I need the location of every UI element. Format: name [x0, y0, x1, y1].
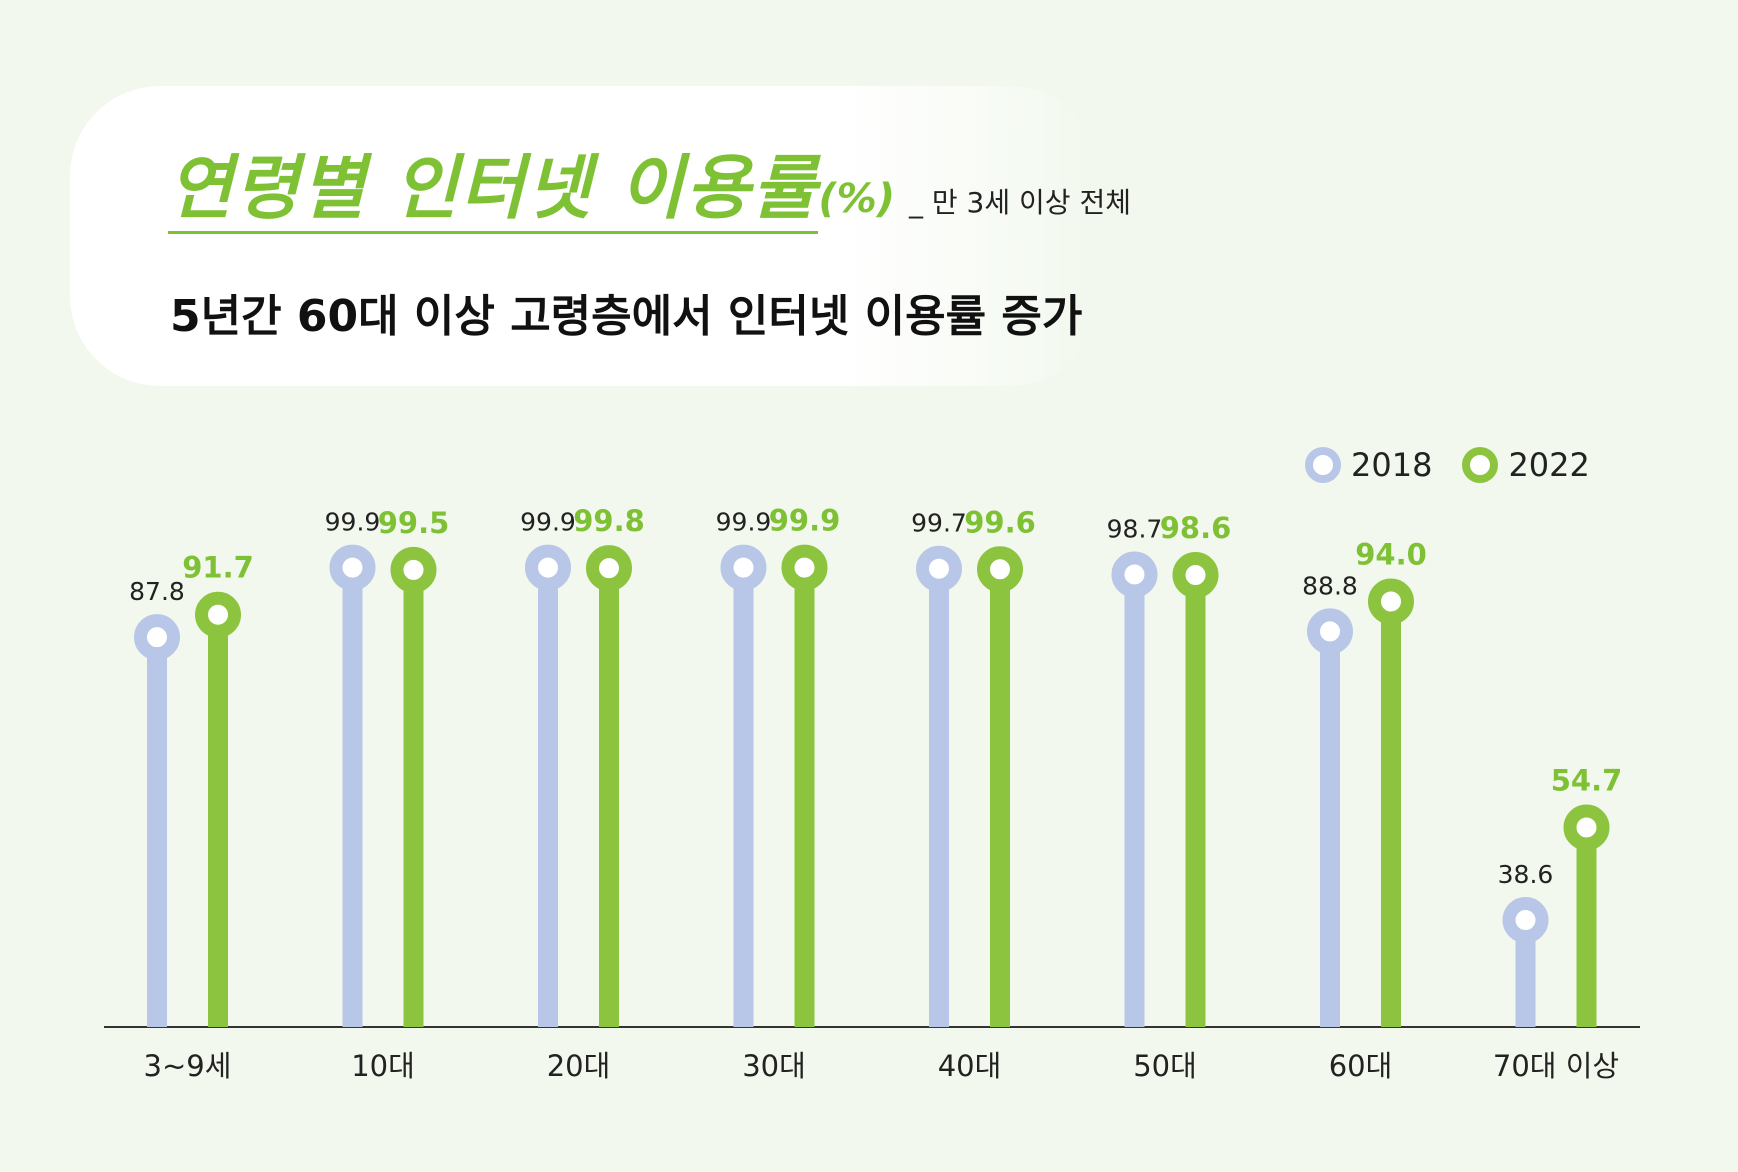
- data-label-2022-7: 94.0: [1355, 538, 1427, 572]
- point-marker-2018-2: [329, 544, 376, 591]
- chart-title: 연령별 인터넷 이용률: [168, 147, 819, 234]
- legend-label-2018: 2018: [1351, 446, 1433, 484]
- point-marker-2022-4: [781, 544, 828, 591]
- x-tick-label-6: 50대: [1133, 1049, 1197, 1083]
- point-marker-2018-4: [720, 544, 767, 591]
- data-label-2022-3: 99.8: [573, 504, 645, 538]
- x-tick-label-4: 30대: [742, 1049, 806, 1083]
- data-label-2022-1: 91.7: [182, 551, 254, 585]
- point-marker-2022-6: [1172, 552, 1219, 599]
- point-marker-2022-1: [195, 591, 241, 638]
- x-tick-label-8: 70대 이상: [1493, 1049, 1619, 1083]
- x-tick-label-2: 10대: [351, 1049, 415, 1083]
- x-tick-label-3: 20대: [547, 1049, 611, 1083]
- x-tick-label-5: 40대: [938, 1049, 1002, 1083]
- point-marker-2018-5: [916, 545, 962, 592]
- data-label-2022-8: 54.7: [1551, 763, 1623, 797]
- x-tick-label-1: 3~9세: [144, 1049, 232, 1083]
- point-marker-2018-1: [134, 614, 180, 661]
- legend-marker-2018: [1305, 447, 1341, 483]
- legend-marker-2022: [1462, 447, 1499, 483]
- data-label-2022-5: 99.6: [964, 505, 1036, 539]
- point-marker-2022-7: [1368, 578, 1414, 625]
- legend-label-2022: 2022: [1508, 446, 1590, 484]
- data-label-2022-6: 98.6: [1160, 511, 1232, 545]
- point-marker-2018-3: [525, 544, 571, 591]
- data-label-2018-5: 99.7: [911, 509, 967, 538]
- point-marker-2018-8: [1502, 897, 1549, 944]
- data-label-2018-8: 38.6: [1498, 860, 1554, 889]
- data-label-2018-1: 87.8: [129, 577, 185, 606]
- data-label-2018-2: 99.9: [325, 508, 381, 537]
- chart-subtitle: 5년간 60대 이상 고령층에서 인터넷 이용률 증가: [170, 291, 1083, 342]
- chart-legend: 2018 2022: [1305, 446, 1590, 484]
- point-marker-2022-5: [977, 546, 1023, 593]
- data-label-2018-3: 99.9: [520, 508, 576, 537]
- legend-item-2022: 2022: [1462, 446, 1590, 484]
- data-label-2018-7: 88.8: [1302, 571, 1358, 600]
- chart-title-note: _ 만 3세 이상 전체: [908, 186, 1131, 219]
- data-label-2022-4: 99.9: [769, 504, 841, 538]
- legend-item-2018: 2018: [1305, 446, 1432, 484]
- data-label-2018-4: 99.9: [716, 508, 772, 537]
- chart-title-unit: (%): [818, 176, 895, 222]
- title-card: [70, 86, 1100, 386]
- data-label-2018-6: 98.7: [1107, 514, 1163, 543]
- title-row: 연령별 인터넷 이용률(%) _ 만 3세 이상 전체: [168, 132, 1131, 234]
- point-marker-2022-8: [1563, 804, 1610, 851]
- x-tick-label-7: 60대: [1329, 1049, 1393, 1083]
- point-marker-2022-3: [586, 545, 632, 592]
- point-marker-2018-6: [1111, 551, 1158, 598]
- point-marker-2018-7: [1307, 608, 1353, 655]
- point-marker-2022-2: [390, 546, 437, 593]
- data-label-2022-2: 99.5: [378, 506, 450, 540]
